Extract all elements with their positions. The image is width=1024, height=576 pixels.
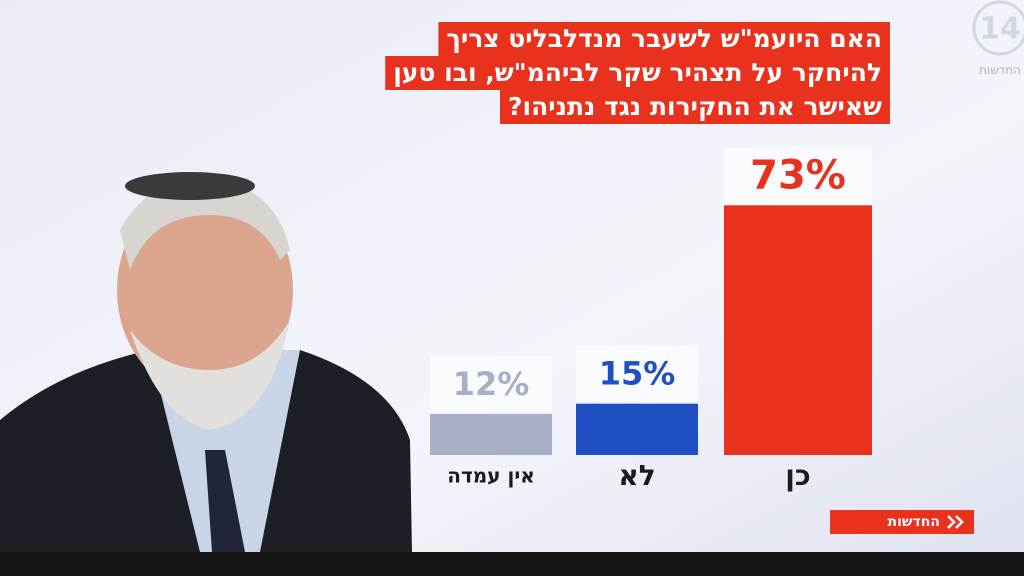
category-label: כן [785,459,810,492]
plot: 73% כן 15% לא 12% אין עמדה [430,147,872,492]
value-label-box [724,147,872,204]
channel-logo: 14 החדשות [972,0,1024,77]
bar [430,413,552,455]
category-label: לא [618,459,655,492]
logo-ring [972,0,1024,56]
title-box [385,56,890,90]
category-label: אין עמדה [447,464,535,488]
footer-label: החדשות [888,514,940,530]
person-photo [0,172,412,552]
value-label-box [430,355,552,412]
logo-number: 14 [979,12,1021,47]
logo-name: החדשות [979,63,1021,77]
value-label: 73% [750,152,846,198]
title-box [500,90,890,124]
value-label: 15% [599,355,676,393]
value-label: 12% [453,365,530,403]
title-line: שאישר את החקירות נגד נתניהו? [508,92,882,121]
tv-bezel [0,552,1024,576]
footer-chevrons [947,515,964,529]
bar [576,403,698,455]
title-box [438,22,890,56]
footer-tag [830,510,974,534]
title-block: האם היועמ"ש לשעבר מנדלבליט צריך להיחקר על… [385,22,890,124]
bar [724,205,872,455]
title-line: האם היועמ"ש לשעבר מנדלבליט צריך [446,24,882,53]
title-line: להיחקר על תצהיר שקר לביהמ"ש, ובו טען [393,58,882,87]
value-label-box [576,345,698,402]
